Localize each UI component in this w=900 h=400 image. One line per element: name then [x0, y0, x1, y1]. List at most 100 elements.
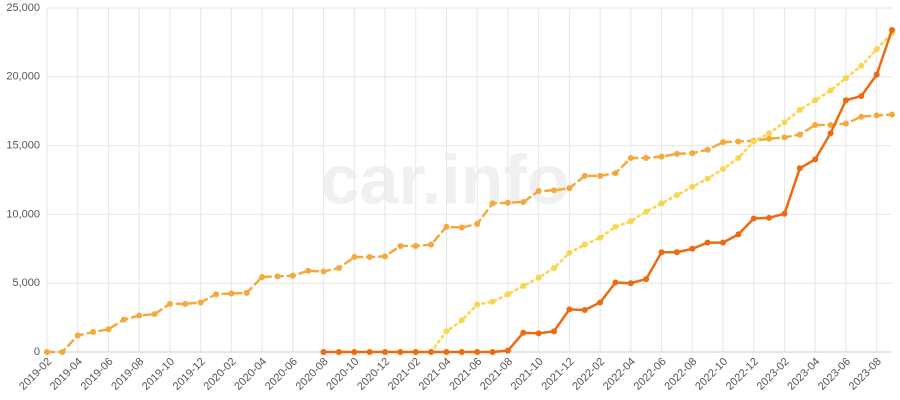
- point: [551, 328, 557, 335]
- y-tick-label: 25,000: [6, 2, 40, 14]
- point: [720, 139, 726, 146]
- point: [689, 183, 696, 190]
- point: [520, 282, 527, 289]
- y-tick-label: 0: [34, 346, 40, 358]
- x-tick-label: 2020-02: [202, 356, 239, 393]
- point: [766, 214, 773, 221]
- point: [136, 312, 143, 319]
- point: [673, 249, 680, 256]
- point: [735, 138, 742, 145]
- point: [889, 27, 895, 34]
- point: [566, 185, 573, 192]
- point: [474, 349, 481, 355]
- point: [305, 267, 312, 274]
- point: [842, 120, 849, 127]
- x-tick-label: 2020-04: [232, 356, 269, 393]
- point: [858, 62, 865, 69]
- point: [581, 307, 588, 314]
- point: [535, 330, 542, 337]
- x-tick-label: 2023-08: [847, 356, 884, 393]
- x-tick-label: 2023-04: [785, 356, 822, 393]
- point: [213, 291, 219, 298]
- point: [812, 97, 819, 104]
- point: [59, 349, 66, 355]
- point: [612, 170, 619, 177]
- point: [643, 208, 650, 215]
- point: [397, 243, 404, 250]
- point: [120, 316, 127, 323]
- point: [474, 301, 481, 308]
- point: [627, 218, 634, 225]
- point: [535, 188, 542, 195]
- point: [673, 192, 680, 199]
- point: [766, 130, 773, 137]
- x-tick-label: 2019-08: [109, 356, 146, 393]
- x-tick-label: 2019-02: [17, 356, 54, 393]
- point: [474, 221, 481, 228]
- point: [812, 121, 819, 128]
- x-tick-label: 2020-12: [355, 356, 392, 393]
- x-tick-label: 2023-02: [755, 356, 792, 393]
- x-tick-label: 2021-10: [509, 356, 546, 393]
- x-tick-label: 2021-04: [417, 356, 454, 393]
- point: [74, 332, 81, 339]
- point: [627, 154, 634, 161]
- point: [566, 306, 573, 313]
- point: [704, 175, 711, 182]
- point: [689, 245, 696, 252]
- point: [366, 349, 373, 355]
- point: [597, 299, 604, 306]
- point: [889, 111, 895, 118]
- point: [551, 187, 557, 194]
- point: [796, 165, 803, 172]
- point: [766, 135, 773, 142]
- point: [489, 200, 496, 207]
- x-tick-label: 2020-10: [324, 356, 361, 393]
- point: [520, 329, 527, 336]
- point: [151, 311, 158, 318]
- point: [612, 279, 619, 286]
- point: [443, 223, 450, 230]
- point: [689, 150, 696, 157]
- point: [658, 249, 665, 256]
- point: [382, 253, 388, 260]
- point: [274, 273, 281, 280]
- point: [842, 75, 849, 82]
- point: [673, 150, 680, 157]
- point: [458, 317, 465, 324]
- x-tick-label: 2021-02: [386, 356, 423, 393]
- x-tick-label: 2022-02: [570, 356, 607, 393]
- point: [643, 154, 650, 161]
- point: [658, 200, 665, 207]
- point: [504, 291, 511, 298]
- point: [720, 239, 726, 246]
- point: [166, 300, 173, 307]
- point: [351, 254, 358, 261]
- x-tick-label: 2022-08: [662, 356, 699, 393]
- x-tick-label: 2021-06: [447, 356, 484, 393]
- point: [873, 71, 880, 78]
- point: [658, 153, 665, 160]
- point: [858, 113, 865, 120]
- point: [750, 138, 757, 145]
- point: [320, 268, 327, 275]
- point: [335, 265, 342, 272]
- x-tick-label: 2019-10: [140, 356, 177, 393]
- point: [704, 239, 711, 246]
- point: [412, 243, 419, 250]
- point: [520, 199, 527, 206]
- x-tick-label: 2021-12: [540, 356, 577, 393]
- point: [597, 172, 604, 179]
- x-tick-label: 2022-12: [724, 356, 761, 393]
- point: [382, 349, 388, 355]
- point: [827, 87, 834, 94]
- watermark: car.info: [321, 140, 570, 218]
- point: [320, 349, 327, 355]
- point: [504, 347, 511, 354]
- point: [643, 276, 650, 283]
- x-tick-label: 2022-04: [601, 356, 638, 393]
- point: [720, 165, 726, 172]
- x-tick-label: 2021-08: [478, 356, 515, 393]
- point: [842, 97, 849, 104]
